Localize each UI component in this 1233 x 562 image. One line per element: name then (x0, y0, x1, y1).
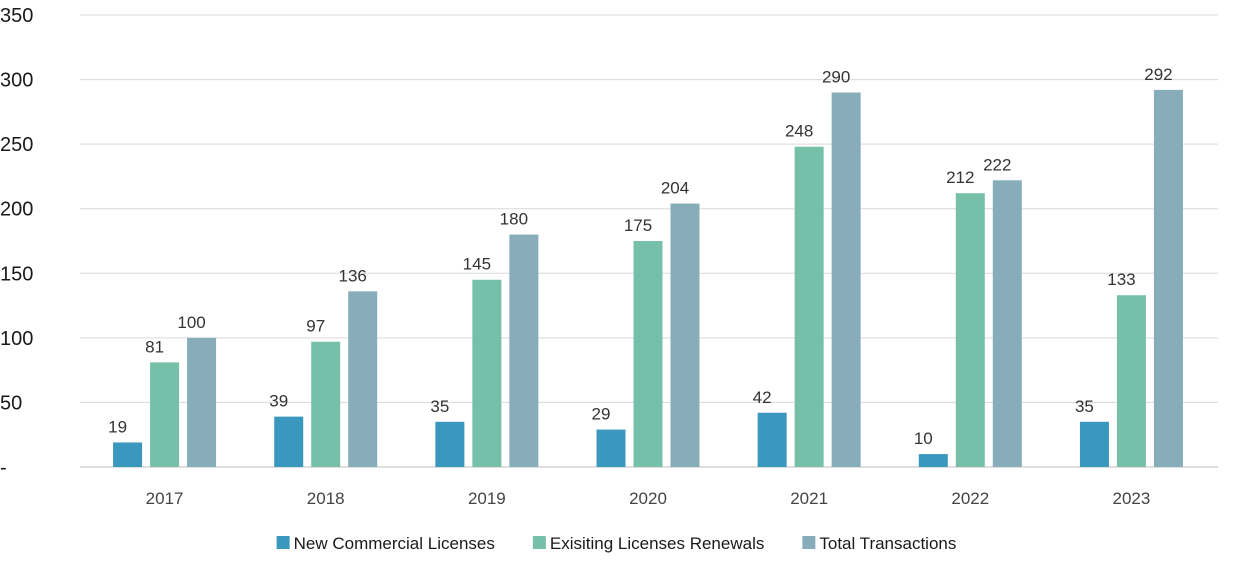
legend-swatch (802, 536, 816, 549)
bar-total-transactions-2019 (509, 234, 539, 467)
x-tick-label: 2019 (468, 489, 506, 508)
bar-total-transactions-2018 (348, 291, 378, 467)
x-tick-label: 2018 (307, 489, 345, 508)
legend-label: New Commercial Licenses (294, 534, 495, 553)
bar-total-transactions-2023 (1153, 89, 1183, 467)
data-label: 212 (946, 168, 974, 187)
x-tick-label: 2017 (146, 489, 184, 508)
data-label: 10 (914, 429, 933, 448)
legend: New Commercial Licenses Exisiting License… (276, 534, 956, 553)
bar-exisiting-licenses-renewals-2023 (1116, 295, 1146, 467)
data-label: 136 (339, 266, 367, 285)
y-tick-label: 250 (0, 134, 33, 156)
x-tick-label: 2023 (1113, 489, 1151, 508)
legend-swatch (532, 536, 546, 549)
data-label: 100 (177, 313, 205, 332)
data-label: 133 (1107, 270, 1135, 289)
legend-item: Total Transactions (802, 534, 956, 553)
y-tick-label: 200 (0, 199, 33, 221)
bar-total-transactions-2017 (187, 337, 217, 467)
y-tick-label: - (0, 457, 7, 479)
x-axis-ticks: 2017 2018 2019 2020 2021 2022 2023 (146, 489, 1151, 508)
data-label: 175 (624, 216, 652, 235)
legend-label: Exisiting Licenses Renewals (550, 534, 765, 553)
bar-new-commercial-licenses-2022 (918, 454, 948, 467)
data-label: 35 (1075, 397, 1094, 416)
y-tick-label: 150 (0, 263, 33, 285)
bar-total-transactions-2021 (831, 92, 861, 467)
bar-exisiting-licenses-renewals-2018 (311, 341, 341, 467)
bar-new-commercial-licenses-2018 (274, 416, 304, 467)
data-label: 248 (785, 122, 813, 141)
x-tick-label: 2022 (951, 489, 989, 508)
data-label: 180 (500, 210, 528, 229)
bar-exisiting-licenses-renewals-2017 (150, 362, 180, 467)
bar-exisiting-licenses-renewals-2022 (955, 193, 985, 467)
bar-new-commercial-licenses-2020 (596, 429, 626, 467)
data-label: 292 (1144, 65, 1172, 84)
legend-swatch (276, 536, 290, 549)
data-label: 19 (108, 417, 127, 436)
bar-exisiting-licenses-renewals-2020 (633, 241, 663, 467)
data-label: 81 (145, 337, 164, 356)
y-tick-label: 350 (0, 5, 33, 27)
x-tick-label: 2020 (629, 489, 667, 508)
bar-exisiting-licenses-renewals-2019 (472, 279, 502, 467)
y-tick-label: 50 (0, 392, 22, 414)
bars (113, 89, 1183, 467)
y-tick-label: 300 (0, 70, 33, 92)
data-label: 29 (592, 405, 611, 424)
data-labels: 19 81 100 39 97 136 35 145 180 29 175 204 42 248 290 10… (108, 65, 1173, 448)
data-label: 97 (306, 317, 325, 336)
bar-total-transactions-2022 (992, 180, 1022, 467)
legend-item: New Commercial Licenses (276, 534, 495, 553)
data-label: 39 (269, 392, 288, 411)
bar-total-transactions-2020 (670, 203, 700, 467)
data-label: 204 (661, 179, 689, 198)
data-label: 35 (430, 397, 449, 416)
data-label: 222 (983, 155, 1011, 174)
bar-exisiting-licenses-renewals-2021 (794, 146, 824, 467)
data-label: 290 (822, 67, 850, 86)
data-label: 145 (463, 255, 491, 274)
data-label: 42 (753, 388, 772, 407)
legend-item: Exisiting Licenses Renewals (532, 534, 765, 553)
bar-new-commercial-licenses-2021 (757, 412, 787, 467)
bar-new-commercial-licenses-2019 (435, 421, 465, 467)
x-tick-label: 2021 (790, 489, 828, 508)
y-tick-label: 100 (0, 328, 33, 350)
bar-new-commercial-licenses-2023 (1079, 421, 1109, 467)
legend-label: Total Transactions (819, 534, 956, 553)
bar-new-commercial-licenses-2017 (113, 442, 143, 467)
y-axis-ticks: - 50 100 150 200 250 300 350 (0, 5, 33, 479)
